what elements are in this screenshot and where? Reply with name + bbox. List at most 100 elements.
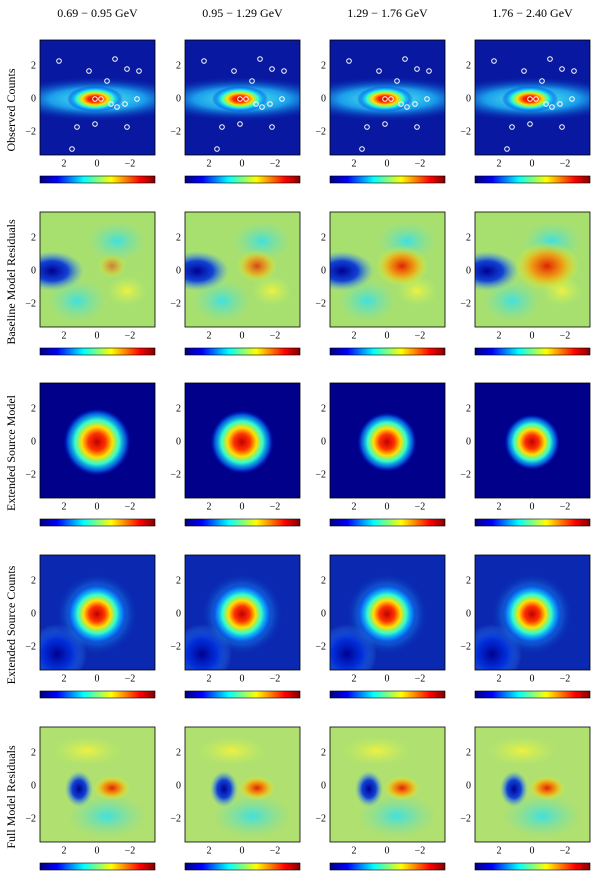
patch (87, 221, 147, 261)
source (212, 584, 272, 644)
patch (482, 279, 542, 323)
source-marker (414, 66, 420, 72)
patch (67, 794, 147, 838)
y-tick-label: −2 (25, 298, 36, 309)
x-tick-label: −2 (560, 845, 571, 856)
y-tick-label: 0 (31, 265, 36, 276)
source-marker (92, 121, 98, 127)
frame (329, 726, 446, 843)
y-tick-label: 2 (31, 403, 36, 414)
heatmap (40, 212, 155, 327)
colorbar (184, 347, 301, 356)
source (504, 414, 560, 470)
patch (47, 279, 107, 323)
patch (357, 794, 437, 838)
frame (329, 39, 446, 156)
source-marker (382, 96, 388, 102)
source (67, 584, 127, 644)
colorbar (474, 518, 591, 527)
y-tick-label: −2 (460, 298, 471, 309)
y-tick-label: −2 (170, 813, 181, 824)
x-tick-label: −2 (125, 330, 136, 341)
source-marker (201, 58, 207, 64)
source-marker (414, 124, 420, 130)
excess (376, 246, 428, 286)
y-tick-label: 2 (321, 403, 326, 414)
x-tick-label: 0 (385, 845, 390, 856)
frame (474, 39, 591, 156)
source-marker (559, 66, 565, 72)
x-tick-label: 0 (240, 845, 245, 856)
colorbar (329, 518, 446, 527)
x-tick-label: 0 (530, 845, 535, 856)
column-title: 0.95 − 1.29 GeV (202, 6, 283, 20)
frame (39, 39, 156, 156)
heatmap (330, 40, 445, 155)
patch (107, 276, 147, 306)
y-tick-label: −2 (25, 126, 36, 137)
deficit (65, 771, 93, 807)
y-tick-label: 2 (176, 60, 181, 71)
x-tick-label: 2 (352, 845, 357, 856)
source-marker (249, 78, 255, 84)
source-marker (426, 68, 432, 74)
x-tick-label: 2 (497, 158, 502, 169)
frame (184, 554, 301, 671)
y-tick-label: 2 (466, 232, 471, 243)
excess (239, 776, 275, 800)
row-label: Observed Counts (4, 68, 18, 151)
heatmap (475, 383, 590, 498)
x-tick-label: −2 (560, 673, 571, 684)
source-marker (108, 101, 114, 107)
x-tick-label: −2 (270, 330, 281, 341)
source-marker (424, 96, 430, 102)
excess (529, 776, 565, 800)
frame (184, 726, 301, 843)
colorbar (474, 347, 591, 356)
frame (329, 382, 446, 499)
colorbar (184, 690, 301, 699)
patch (252, 276, 292, 306)
heatmap (185, 555, 300, 670)
y-tick-label: −2 (315, 126, 326, 137)
y-tick-label: 0 (176, 93, 181, 104)
x-tick-label: −2 (415, 330, 426, 341)
source-marker (214, 146, 220, 152)
y-tick-label: 0 (466, 436, 471, 447)
heatmap (330, 212, 445, 327)
x-tick-label: 0 (95, 845, 100, 856)
deficit (500, 771, 528, 807)
x-tick-label: 0 (95, 673, 100, 684)
deficit (40, 251, 84, 291)
y-tick-label: 2 (176, 232, 181, 243)
x-tick-label: −2 (415, 501, 426, 512)
row-label: Extended Source Model (4, 394, 18, 511)
y-tick-label: 2 (31, 60, 36, 71)
heatmap (475, 727, 590, 842)
source-marker (231, 68, 237, 74)
x-tick-label: −2 (125, 673, 136, 684)
frame (39, 726, 156, 843)
patch (342, 736, 412, 766)
row-label: Full Model Residuals (4, 745, 18, 849)
colorbar (184, 518, 301, 527)
colorbar (39, 862, 156, 871)
frame (329, 554, 446, 671)
colorbar (39, 347, 156, 356)
x-tick-label: −2 (415, 845, 426, 856)
heatmap (40, 383, 155, 498)
colorbar (329, 862, 446, 871)
source-marker (243, 96, 249, 102)
y-tick-label: −2 (460, 126, 471, 137)
x-tick-label: 0 (530, 501, 535, 512)
source-marker (279, 96, 285, 102)
source-marker (346, 58, 352, 64)
x-tick-label: 0 (385, 158, 390, 169)
y-tick-label: 0 (466, 608, 471, 619)
y-tick-label: 0 (466, 93, 471, 104)
y-tick-label: −2 (460, 641, 471, 652)
y-tick-label: 2 (31, 232, 36, 243)
x-tick-label: 0 (385, 501, 390, 512)
x-tick-label: 2 (62, 501, 67, 512)
